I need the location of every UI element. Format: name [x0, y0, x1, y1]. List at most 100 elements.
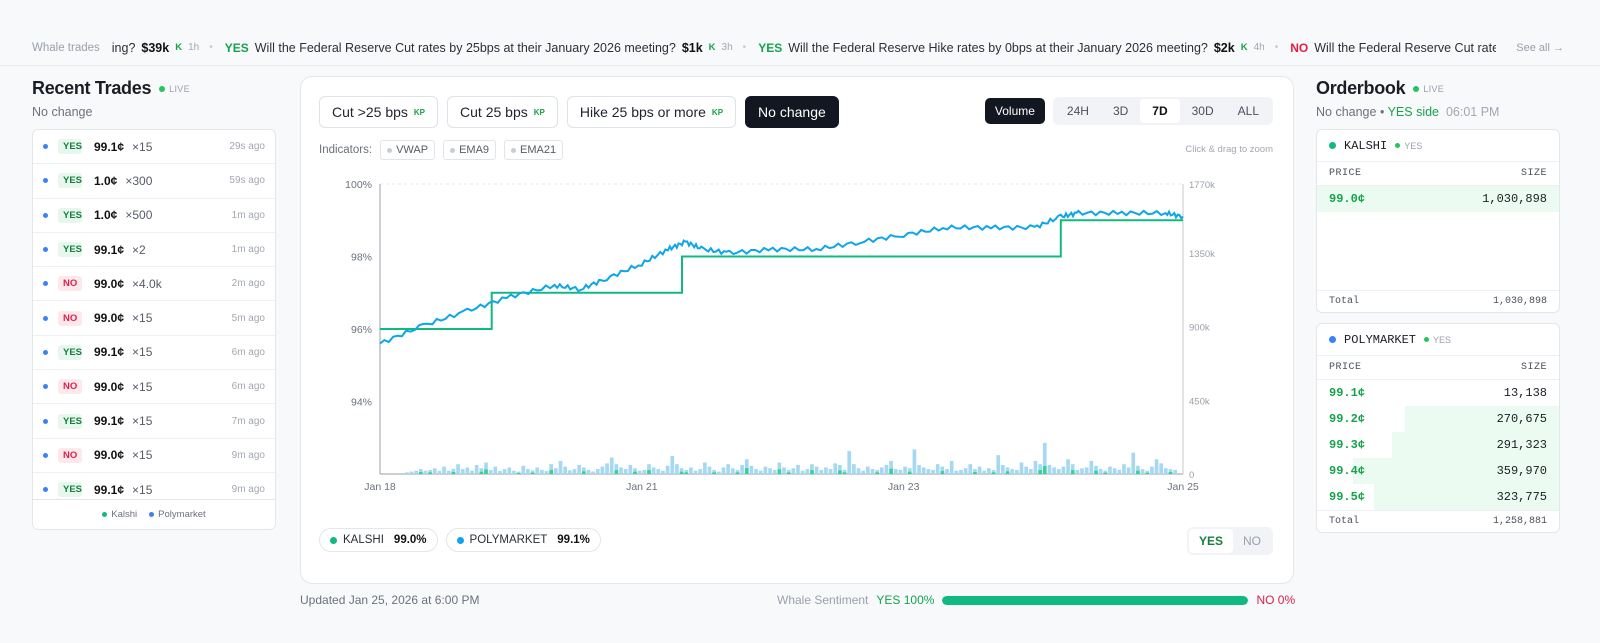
outcome-tab[interactable]: Hike 25 bps or more KP	[567, 96, 736, 128]
range-option[interactable]: 7D	[1140, 99, 1179, 123]
book-row[interactable]: 99.1¢ 13,138	[1317, 380, 1559, 406]
trade-row[interactable]: YES 99.1¢ ×2 1m ago	[33, 233, 275, 267]
book-row[interactable]: 99.3¢ 291,323	[1317, 432, 1559, 458]
see-all-link[interactable]: See all →	[1496, 30, 1600, 66]
trade-row[interactable]: YES 99.1¢ ×15 29s ago	[33, 130, 275, 164]
volume-bar	[796, 465, 800, 474]
volume-bar	[414, 471, 418, 474]
trade-size: ×15	[132, 448, 152, 462]
ticker-item[interactable]: NO Will the Federal Reserve Cut rates	[1290, 41, 1505, 55]
ticker-item[interactable]: YES Will the Federal Reserve Hike rates b…	[758, 41, 1278, 55]
volume-toggle[interactable]: Volume	[985, 98, 1045, 124]
trade-price: 99.0¢	[94, 311, 124, 325]
volume-bar	[1066, 459, 1070, 474]
range-option[interactable]: ALL	[1226, 99, 1271, 123]
indicator-chip[interactable]: EMA21	[504, 140, 563, 160]
book-platform: POLYMARKET	[1344, 333, 1416, 347]
volume-bar-kalshi	[1071, 470, 1075, 474]
volume-bar	[1155, 459, 1159, 474]
book-row[interactable]: 99.2¢ 270,675	[1317, 406, 1559, 432]
recent-trades-subtitle: No change	[32, 105, 276, 119]
indicator-chip[interactable]: VWAP	[380, 140, 435, 160]
volume-bar	[573, 469, 577, 474]
volume-bar-kalshi	[1169, 472, 1173, 474]
volume-bar	[754, 469, 758, 474]
book-price: 99.0¢	[1329, 192, 1365, 206]
volume-bar-kalshi	[452, 472, 456, 474]
recent-trades-panel: Recent Trades LIVE No change YES 99.1¢ ×15…	[32, 78, 276, 530]
trade-row[interactable]: NO 99.0¢ ×15 6m ago	[33, 370, 275, 404]
volume-bar	[1057, 469, 1061, 474]
book-row[interactable]: 99.0¢ 1,030,898	[1317, 186, 1559, 212]
book-row[interactable]: 99.4¢ 359,970	[1317, 458, 1559, 484]
volume-bar	[899, 470, 903, 474]
volume-bar	[689, 467, 693, 474]
volume-bar-kalshi	[908, 472, 912, 474]
price-chart[interactable]: 100% 98% 96% 94% 1770k 1350k 900k 450k 0 Jan 18 Ja…	[331, 169, 1263, 505]
volume-bar-kalshi	[778, 469, 782, 474]
side-toggle: YES NO	[1187, 527, 1273, 555]
trade-side-badge: NO	[58, 276, 82, 291]
legend-item[interactable]: POLYMARKET 99.1%	[446, 528, 601, 552]
volume-bar	[1141, 469, 1145, 474]
trade-row[interactable]: NO 99.0¢ ×15 9m ago	[33, 439, 275, 473]
ticker-label: Whale trades	[32, 42, 100, 54]
range-option[interactable]: 30D	[1180, 99, 1226, 123]
volume-bar-kalshi	[941, 471, 945, 474]
trade-row[interactable]: NO 99.0¢ ×15 5m ago	[33, 301, 275, 335]
polymarket-dot-icon	[43, 419, 48, 424]
trade-price: 99.0¢	[94, 277, 124, 291]
range-option[interactable]: 24H	[1055, 99, 1101, 123]
price-header: PRICE	[1329, 362, 1362, 373]
y-right-tick: 450k	[1189, 396, 1210, 407]
legend-item[interactable]: KALSHI 99.0%	[319, 528, 438, 552]
outcome-tab[interactable]: No change	[745, 96, 839, 128]
legend-value: 99.0%	[394, 534, 427, 546]
volume-bar	[638, 471, 642, 474]
trade-side-badge: NO	[58, 379, 82, 394]
trade-time: 59s ago	[229, 175, 265, 186]
side-option[interactable]: YES	[1189, 529, 1233, 553]
trade-price: 1.0¢	[94, 208, 117, 222]
trade-time: 9m ago	[232, 450, 265, 461]
book-empty-row	[1317, 264, 1559, 290]
outcome-tab[interactable]: Cut >25 bps KP	[319, 96, 438, 128]
legend-polymarket: Polymarket	[149, 509, 206, 520]
outcome-tab-kp: KP	[534, 108, 545, 117]
volume-bar-kalshi	[1103, 473, 1107, 474]
x-tick: Jan 18	[364, 481, 396, 493]
outcome-tab[interactable]: Cut 25 bps KP	[447, 96, 558, 128]
book-size: 13,138	[1504, 386, 1547, 400]
sentiment-yes: YES 100%	[876, 593, 934, 607]
volume-bar-kalshi	[647, 470, 651, 474]
trade-row[interactable]: YES 1.0¢ ×500 1m ago	[33, 199, 275, 233]
series-dot-icon	[457, 537, 464, 544]
trade-row[interactable]: YES 99.1¢ ×15 6m ago	[33, 336, 275, 370]
book-columns: PRICE SIZE	[1317, 162, 1559, 186]
book-side: YES	[1395, 141, 1422, 151]
volume-bar-kalshi	[843, 472, 847, 474]
volume-bar	[815, 467, 819, 474]
trade-row[interactable]: YES 1.0¢ ×300 59s ago	[33, 164, 275, 198]
trade-row[interactable]: NO 99.0¢ ×4.0k 2m ago	[33, 267, 275, 301]
volume-bar	[698, 469, 702, 474]
volume-bar	[954, 471, 958, 474]
volume-bar	[470, 471, 474, 474]
y-right-tick: 1770k	[1189, 180, 1215, 191]
ticker-item[interactable]: ing? $39k K 1h •	[112, 41, 213, 55]
book-price: 99.4¢	[1329, 464, 1365, 478]
ticker-item[interactable]: YES Will the Federal Reserve Cut rates by…	[225, 41, 746, 55]
trade-row[interactable]: YES 99.1¢ ×15 7m ago	[33, 404, 275, 438]
range-option[interactable]: 3D	[1101, 99, 1140, 123]
volume-bar-kalshi	[680, 472, 684, 474]
book-row[interactable]: 99.5¢ 323,775	[1317, 484, 1559, 510]
trade-list[interactable]: YES 99.1¢ ×15 29s ago YES 1.0¢ ×300 59s ago YES 1…	[32, 129, 276, 530]
side-option[interactable]: NO	[1233, 529, 1271, 553]
outcome-tabs: Cut >25 bps KP Cut 25 bps KP Hike 25 bps or …	[319, 96, 839, 128]
side-dot-icon	[1424, 337, 1429, 342]
chart-legend: KALSHI 99.0% POLYMARKET 99.1%	[319, 528, 601, 552]
indicator-chip[interactable]: EMA9	[443, 140, 496, 160]
polymarket-dot-icon	[149, 512, 154, 517]
volume-bar	[1113, 468, 1117, 474]
volume-bar	[554, 468, 558, 474]
